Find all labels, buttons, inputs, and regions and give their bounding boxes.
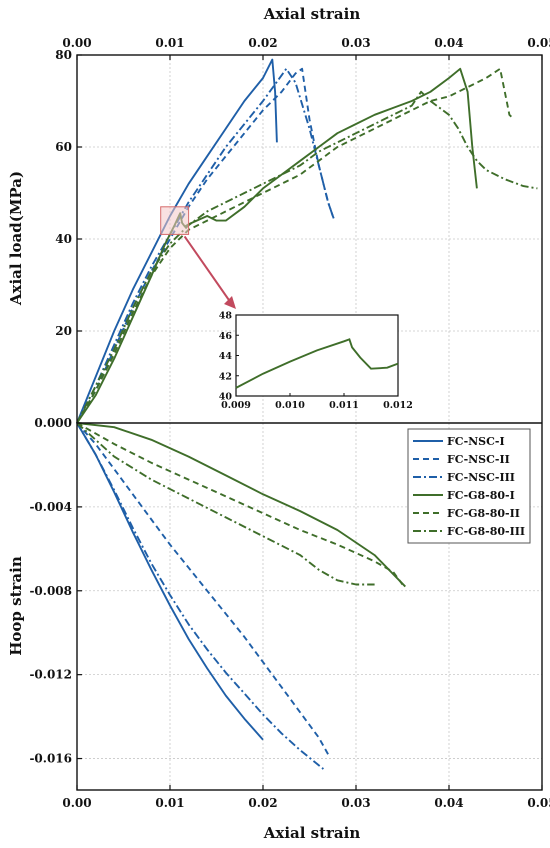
y-tick-label-bottom: -0.012 <box>29 668 72 682</box>
legend-label: FC-G8-80-II <box>447 507 520 520</box>
inset-y-tick-label: 40 <box>219 392 233 403</box>
top-y-axis-title: Axial load(MPa) <box>7 171 25 306</box>
hoop-series-fc-nsc-iii <box>76 422 324 770</box>
x-tick-label-bottom: 0.02 <box>248 796 277 810</box>
y-tick-label-top: 80 <box>55 48 72 62</box>
x-tick-label-bottom: 0.05 <box>527 796 550 810</box>
hoop-series-fc-g8-80-i <box>76 422 406 588</box>
top-x-axis-title: Axial strain <box>263 5 361 23</box>
bottom-x-axis-title: Axial strain <box>263 824 361 842</box>
inset-x-tick-label: 0.011 <box>329 400 359 411</box>
zoom-highlight-box <box>160 206 190 235</box>
series-group <box>76 58 538 770</box>
load-series-fc-g8-80-ii <box>76 67 515 424</box>
x-tick-label-bottom: 0.04 <box>434 796 463 810</box>
legend-label: FC-G8-80-III <box>447 525 525 538</box>
legend-label: FC-NSC-III <box>447 471 515 484</box>
x-tick-label-top: 0.03 <box>341 36 370 50</box>
hoop-series-fc-nsc-ii <box>76 422 329 755</box>
inset-frame <box>235 314 399 397</box>
inset-y-tick-label: 42 <box>219 371 232 382</box>
x-tick-label-bottom: 0.00 <box>62 796 91 810</box>
y-tick-label-bottom: 0.000 <box>34 416 72 430</box>
inset-chart: 0.009 0.010 0.011 0.012 40 42 44 46 48 <box>219 311 413 412</box>
zoom-callout <box>160 206 236 309</box>
load-series-fc-g8-80-iii <box>76 90 538 424</box>
grid-lines <box>77 55 542 790</box>
load-series-fc-g8-80-i <box>76 67 478 424</box>
y-tick-label-bottom: -0.016 <box>29 752 72 766</box>
inset-y-tick-label: 44 <box>219 351 233 362</box>
inset-x-tick-label: 0.009 <box>221 400 251 411</box>
y-tick-label-top: 20 <box>55 324 72 338</box>
x-tick-label-bottom: 0.03 <box>341 796 370 810</box>
y-tick-label-top: 40 <box>55 232 72 246</box>
x-tick-label-bottom: 0.01 <box>155 796 184 810</box>
inset-series-fc-g8-80-i <box>235 338 399 389</box>
x-tick-label-top: 0.05 <box>527 36 550 50</box>
inset-x-tick-label: 0.010 <box>275 400 305 411</box>
load-series-fc-nsc-iii <box>76 67 334 424</box>
x-tick-label-top: 0.04 <box>434 36 463 50</box>
zoom-arrow-line <box>183 235 232 304</box>
inset-y-tick-label: 48 <box>219 311 233 322</box>
y-tick-label-top: 60 <box>55 140 72 154</box>
hoop-series-fc-g8-80-ii <box>76 422 404 586</box>
y-tick-label-bottom: -0.008 <box>29 584 72 598</box>
x-tick-label-top: 0.00 <box>62 36 91 50</box>
tick-group: 0.00 0.01 0.02 0.03 0.04 0.05 0.00 0.01 0.02 0.03… <box>29 36 550 810</box>
legend-label: FC-G8-80-I <box>447 489 515 502</box>
legend-label: FC-NSC-I <box>447 435 505 448</box>
legend-label: FC-NSC-II <box>447 453 510 466</box>
legend-box <box>407 428 531 544</box>
inset-x-tick-label: 0.012 <box>383 400 413 411</box>
x-tick-label-top: 0.01 <box>155 36 184 50</box>
load-series-fc-nsc-i <box>76 58 278 424</box>
zoom-arrow-head <box>224 296 236 309</box>
inset-y-tick-label: 46 <box>219 331 233 342</box>
x-tick-label-top: 0.02 <box>248 36 277 50</box>
y-tick-label-bottom: -0.004 <box>29 500 72 514</box>
bottom-y-axis-title: Hoop strain <box>7 556 25 656</box>
legend: FC-NSC-I FC-NSC-II FC-NSC-III FC-G8-80-I FC-… <box>407 428 531 544</box>
